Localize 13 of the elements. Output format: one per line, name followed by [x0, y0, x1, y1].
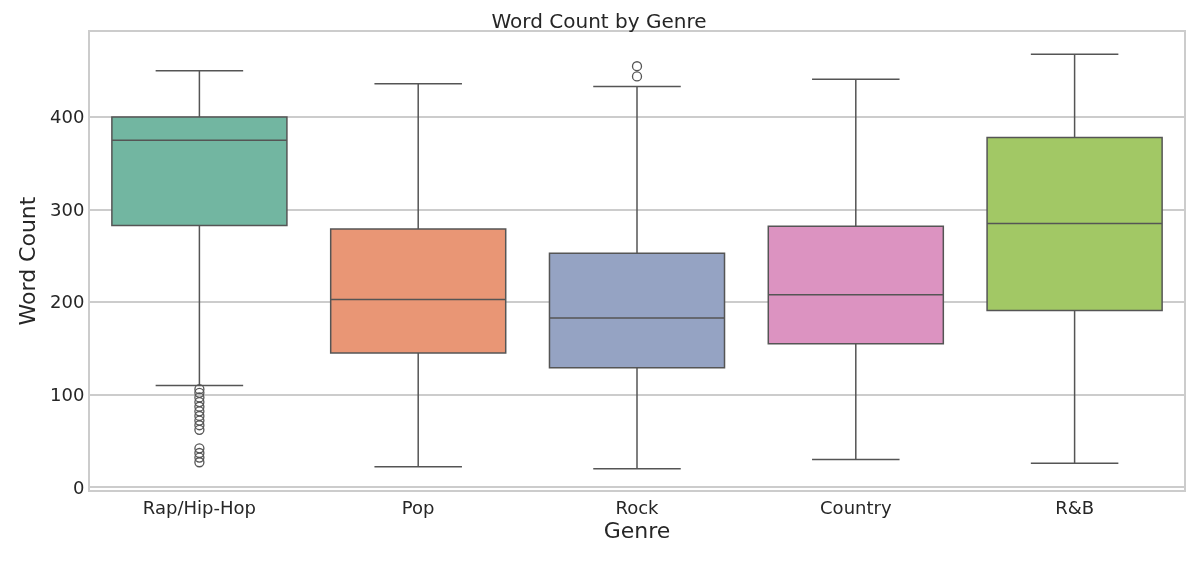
x-axis-title: Genre	[603, 517, 671, 543]
x-tick-label: Pop	[401, 496, 435, 518]
x-tick-label: Rock	[615, 496, 660, 518]
y-tick-label: 400	[50, 106, 85, 128]
x-tick-label: Country	[820, 496, 892, 518]
y-tick-label: 0	[72, 476, 85, 498]
y-tick-label: 200	[50, 291, 85, 313]
x-tick-label: Rap/Hip-Hop	[142, 496, 256, 518]
y-tick-label: 300	[50, 198, 85, 220]
chart-title: Word Count by Genre	[491, 9, 707, 34]
y-axis-title: Word Count	[15, 196, 41, 326]
x-tick-label: R&B	[1055, 496, 1095, 518]
y-tick-label: 100	[50, 384, 85, 405]
